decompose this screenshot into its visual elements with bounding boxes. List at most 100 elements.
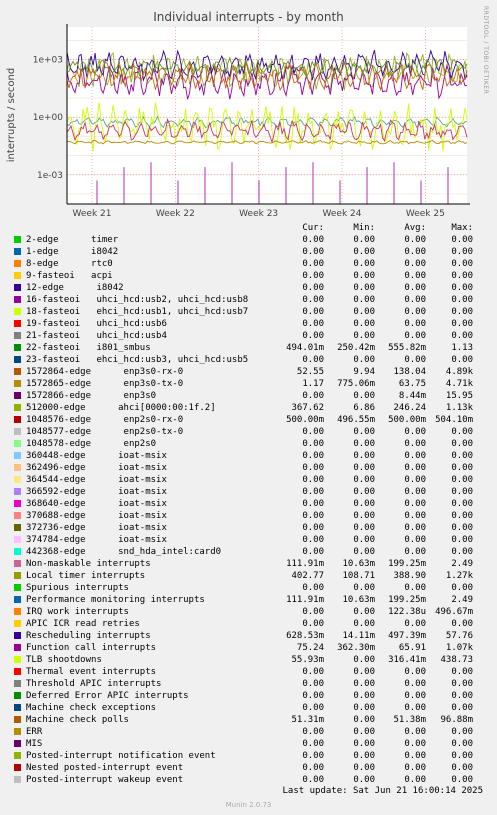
munin-version: Munin 2.0.73 [225, 801, 272, 809]
legend-label: TLB shootdowns [26, 655, 102, 665]
legend-avg: 0.00 [404, 427, 426, 437]
legend-label: Threshold APIC interrupts [26, 679, 162, 689]
legend-row: 372736-edge ioat-msix 0.00 0.00 0.00 0.00 [14, 522, 484, 534]
legend-max: 0.00 [451, 355, 473, 365]
legend-max: 1.27k [445, 571, 473, 581]
legend-min: 14.11m [342, 631, 375, 641]
legend-cur: 52.55 [296, 367, 324, 377]
legend-min: 0.00 [353, 235, 375, 245]
legend-cur: 367.62 [291, 403, 324, 413]
legend-cur: 111.91m [286, 559, 324, 569]
legend-max: 0.00 [451, 775, 473, 785]
legend-label: ERR [26, 727, 43, 737]
legend-avg: 199.25m [388, 595, 426, 605]
legend-max: 0.00 [451, 487, 473, 497]
x-tick-label: Week 24 [323, 209, 362, 219]
legend-swatch [14, 344, 21, 351]
legend-max: 0.00 [451, 703, 473, 713]
legend-min: 0.00 [353, 271, 375, 281]
legend-cur: 0.00 [302, 703, 324, 713]
legend-swatch [14, 428, 21, 435]
legend-avg: 0.00 [404, 439, 426, 449]
legend-avg: 51.38m [393, 715, 426, 725]
legend-row: Thermal event interrupts 0.00 0.00 0.00 0.00 [14, 666, 484, 678]
legend-max: 0.00 [451, 583, 473, 593]
legend-label: 9-fasteoi acpi [26, 271, 113, 281]
legend-min: 0.00 [353, 619, 375, 629]
legend-swatch [14, 692, 21, 699]
legend-cur: 0.00 [302, 247, 324, 257]
legend-row: 1-edge i8042 0.00 0.00 0.00 0.00 [14, 246, 484, 258]
legend-label: Machine check exceptions [26, 703, 157, 713]
legend-avg: 0.00 [404, 307, 426, 317]
legend-avg: 0.00 [404, 667, 426, 677]
legend-cur: 0.00 [302, 619, 324, 629]
legend-min: 0.00 [353, 295, 375, 305]
legend-min: 0.00 [353, 319, 375, 329]
legend-min: 0.00 [353, 307, 375, 317]
legend-row: Performance monitoring interrupts 111.91m… [14, 594, 484, 606]
legend-cur: 0.00 [302, 355, 324, 365]
legend-max: 0.00 [451, 691, 473, 701]
legend-cur: 0.00 [302, 775, 324, 785]
legend-min: 0.00 [353, 679, 375, 689]
legend-min: 0.00 [353, 259, 375, 269]
legend-label: 374784-edge ioat-msix [26, 535, 167, 545]
legend-swatch [14, 368, 21, 375]
legend-row: 22-fasteoi i801_smbus 494.01m 250.42m 555.8… [14, 342, 484, 354]
legend-max: 0.00 [451, 283, 473, 293]
legend-label: 22-fasteoi i801_smbus [26, 343, 151, 353]
legend-swatch [14, 440, 21, 447]
legend-avg: 0.00 [404, 691, 426, 701]
legend-swatch [14, 356, 21, 363]
legend-cur: 0.00 [302, 475, 324, 485]
legend-avg: 0.00 [404, 775, 426, 785]
legend-max: 15.95 [445, 391, 473, 401]
legend-max: 0.00 [451, 499, 473, 509]
legend-label: Nested posted-interrupt event [26, 763, 184, 773]
legend-row: TLB shootdowns 55.93m 0.00 316.41m 438.73 [14, 654, 484, 666]
legend-swatch [14, 536, 21, 543]
legend-max: 0.00 [451, 619, 473, 629]
legend-swatch [14, 416, 21, 423]
legend-min: 0.00 [353, 391, 375, 401]
legend-cur: 0.00 [302, 667, 324, 677]
legend-cur: 0.00 [302, 259, 324, 269]
legend-label: Function call interrupts [26, 643, 157, 653]
legend-label: 8-edge rtc0 [26, 259, 113, 269]
legend-min: 9.94 [353, 367, 375, 377]
legend-min: 0.00 [353, 331, 375, 341]
legend-swatch [14, 656, 21, 663]
legend-min: 0.00 [353, 655, 375, 665]
legend-cur: 0.00 [302, 283, 324, 293]
legend-cur: 628.53m [286, 631, 324, 641]
legend-rows: 2-edge timer 0.00 0.00 0.00 0.00 1-edge i8042… [14, 234, 484, 786]
legend-label: 362496-edge ioat-msix [26, 463, 167, 473]
legend-swatch [14, 236, 21, 243]
legend-row: Machine check exceptions 0.00 0.00 0.00 0.00 [14, 702, 484, 714]
legend-avg: 65.91 [398, 643, 426, 653]
legend-avg: 246.24 [393, 403, 426, 413]
legend-row: 1572865-edge enp3s0-tx-0 1.17 775.06m 63.75… [14, 378, 484, 390]
legend-row: 18-fasteoi ehci_hcd:usb1, uhci_hcd:usb7 0… [14, 306, 484, 318]
legend-avg: 0.00 [404, 487, 426, 497]
legend-swatch [14, 452, 21, 459]
legend-swatch [14, 404, 21, 411]
legend-avg: 0.00 [404, 511, 426, 521]
header-max: Max: [451, 223, 473, 233]
legend-avg: 0.00 [404, 751, 426, 761]
legend-min: 0.00 [353, 775, 375, 785]
legend-cur: 0.00 [302, 499, 324, 509]
legend-cur: 0.00 [302, 391, 324, 401]
legend-label: Posted-interrupt wakeup event [26, 775, 184, 785]
legend-max: 0.00 [451, 295, 473, 305]
legend-min: 496.55m [337, 415, 375, 425]
legend-swatch [14, 596, 21, 603]
legend-swatch [14, 632, 21, 639]
legend-cur: 0.00 [302, 487, 324, 497]
legend-label: Local timer interrupts [26, 571, 146, 581]
header-min: Min: [353, 223, 375, 233]
legend-label: 1048577-edge enp2s0-tx-0 [26, 427, 184, 437]
legend-min: 0.00 [353, 463, 375, 473]
